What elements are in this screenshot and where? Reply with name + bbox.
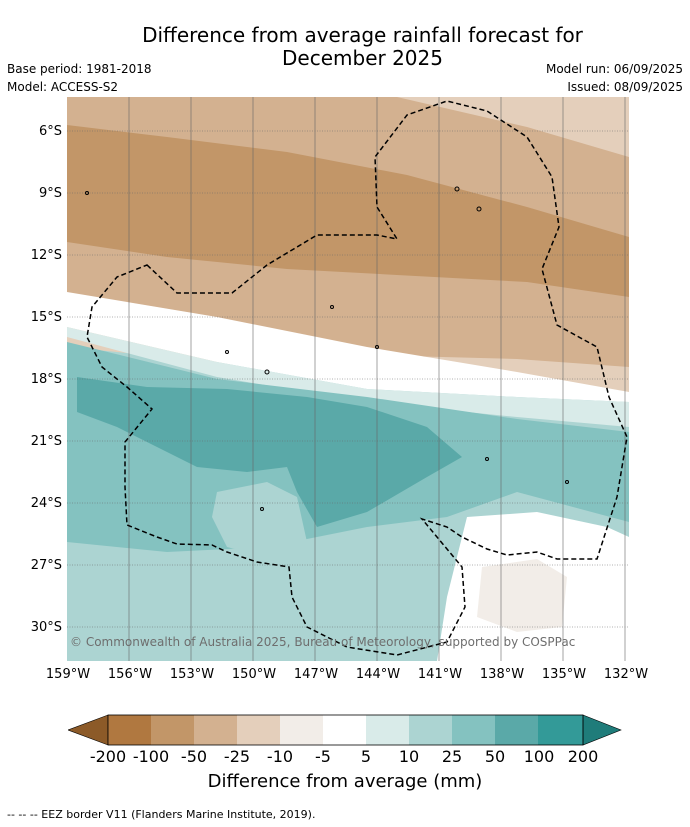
lon-label-135w: 135°W bbox=[541, 667, 587, 682]
island-7 bbox=[375, 345, 379, 349]
colorbar-tick-2: -100 bbox=[132, 747, 170, 766]
lat-label-6s: 6°S bbox=[38, 124, 62, 139]
colorbar-seg-7 bbox=[366, 715, 409, 745]
title-line-1: Difference from average rainfall forecas… bbox=[142, 23, 583, 47]
lon-label-144w: 144°W bbox=[355, 667, 401, 682]
lon-label-156w: 156°W bbox=[107, 667, 153, 682]
colorbar-seg-2 bbox=[151, 715, 194, 745]
lon-label-132w: 132°W bbox=[603, 667, 649, 682]
colorbar-seg-11 bbox=[538, 715, 583, 745]
lon-label-138w: 138°W bbox=[479, 667, 525, 682]
island-3 bbox=[476, 206, 482, 212]
island-8 bbox=[260, 507, 264, 511]
colorbar-tick-4: -25 bbox=[223, 747, 251, 766]
colorbar-tick-8: 10 bbox=[398, 747, 420, 766]
colorbar-seg-5 bbox=[280, 715, 323, 745]
island-1 bbox=[85, 191, 89, 195]
colorbar bbox=[67, 714, 623, 746]
band-white-near-zero bbox=[67, 292, 629, 402]
colorbar-svg bbox=[67, 714, 622, 746]
colorbar-tick-7: 5 bbox=[360, 747, 372, 766]
colorbar-seg-1 bbox=[108, 715, 151, 745]
islands bbox=[85, 186, 569, 511]
band-brown-strong bbox=[67, 125, 629, 297]
lon-label-153w: 153°W bbox=[169, 667, 215, 682]
island-6 bbox=[225, 350, 229, 354]
lat-label-27s: 27°S bbox=[30, 558, 62, 573]
base-period: Base period: 1981-2018 bbox=[7, 62, 152, 76]
colorbar-title: Difference from average (mm) bbox=[207, 771, 483, 792]
colorbar-tick-5: -10 bbox=[266, 747, 294, 766]
colorbar-seg-3 bbox=[194, 715, 237, 745]
colorbar-outline bbox=[107, 714, 584, 746]
lat-label-12s: 12°S bbox=[30, 248, 62, 263]
title-line-2: December 2025 bbox=[282, 46, 443, 70]
meta-right: Model run: 06/09/2025 Issued: 08/09/2025 bbox=[546, 60, 683, 96]
colorbar-arrow-right bbox=[582, 714, 622, 746]
model-run: Model run: 06/09/2025 bbox=[545, 62, 683, 76]
island-4 bbox=[330, 305, 334, 309]
issued-date: Issued: 08/09/2025 bbox=[567, 80, 683, 94]
band-cream-south bbox=[477, 559, 567, 632]
map-panel bbox=[67, 97, 629, 661]
lat-label-18s: 18°S bbox=[30, 372, 62, 387]
colorbar-seg-6 bbox=[323, 715, 366, 745]
colorbar-arrow-left bbox=[67, 714, 109, 746]
colorbar-tick-9: 25 bbox=[441, 747, 463, 766]
island-9 bbox=[485, 457, 489, 461]
eez-border-french-polynesia bbox=[86, 100, 628, 656]
lat-label-30s: 30°S bbox=[30, 620, 62, 635]
colorbar-tick-1: -200 bbox=[89, 747, 127, 766]
colorbar-seg-4 bbox=[237, 715, 280, 745]
lon-label-159w: 159°W bbox=[45, 667, 91, 682]
colorbar-seg-8 bbox=[409, 715, 452, 745]
lon-label-141w: 141°W bbox=[417, 667, 463, 682]
meta-left: Base period: 1981-2018 Model: ACCESS-S2 bbox=[7, 60, 152, 96]
colorbar-tick-11: 100 bbox=[523, 747, 555, 766]
map-svg bbox=[67, 97, 629, 661]
copyright-notice: © Commonwealth of Australia 2025, Bureau… bbox=[70, 635, 576, 649]
colorbar-tick-10: 50 bbox=[484, 747, 506, 766]
colorbar-seg-9 bbox=[452, 715, 495, 745]
band-teal-strong bbox=[77, 377, 462, 527]
island-10 bbox=[565, 480, 569, 484]
lat-label-15s: 15°S bbox=[30, 310, 62, 325]
island-2 bbox=[454, 186, 460, 192]
chart-title: Difference from average rainfall forecas… bbox=[0, 24, 690, 70]
eez-footer-note: -- -- -- EEZ border V11 (Flanders Marine… bbox=[7, 808, 316, 821]
colorbar-seg-10 bbox=[495, 715, 538, 745]
band-pale-teal bbox=[67, 327, 629, 427]
lat-label-9s: 9°S bbox=[38, 186, 62, 201]
band-light-island bbox=[212, 482, 307, 557]
lat-label-24s: 24°S bbox=[30, 496, 62, 511]
lat-label-21s: 21°S bbox=[30, 434, 62, 449]
lon-label-150w: 150°W bbox=[231, 667, 277, 682]
lon-label-147w: 147°W bbox=[293, 667, 339, 682]
model-name: Model: ACCESS-S2 bbox=[7, 80, 119, 94]
colorbar-tick-6: -5 bbox=[315, 747, 331, 766]
colorbar-tick-3: -50 bbox=[180, 747, 208, 766]
colorbar-tick-12: 200 bbox=[567, 747, 599, 766]
gridlines bbox=[67, 97, 629, 661]
island-5 bbox=[264, 369, 270, 375]
